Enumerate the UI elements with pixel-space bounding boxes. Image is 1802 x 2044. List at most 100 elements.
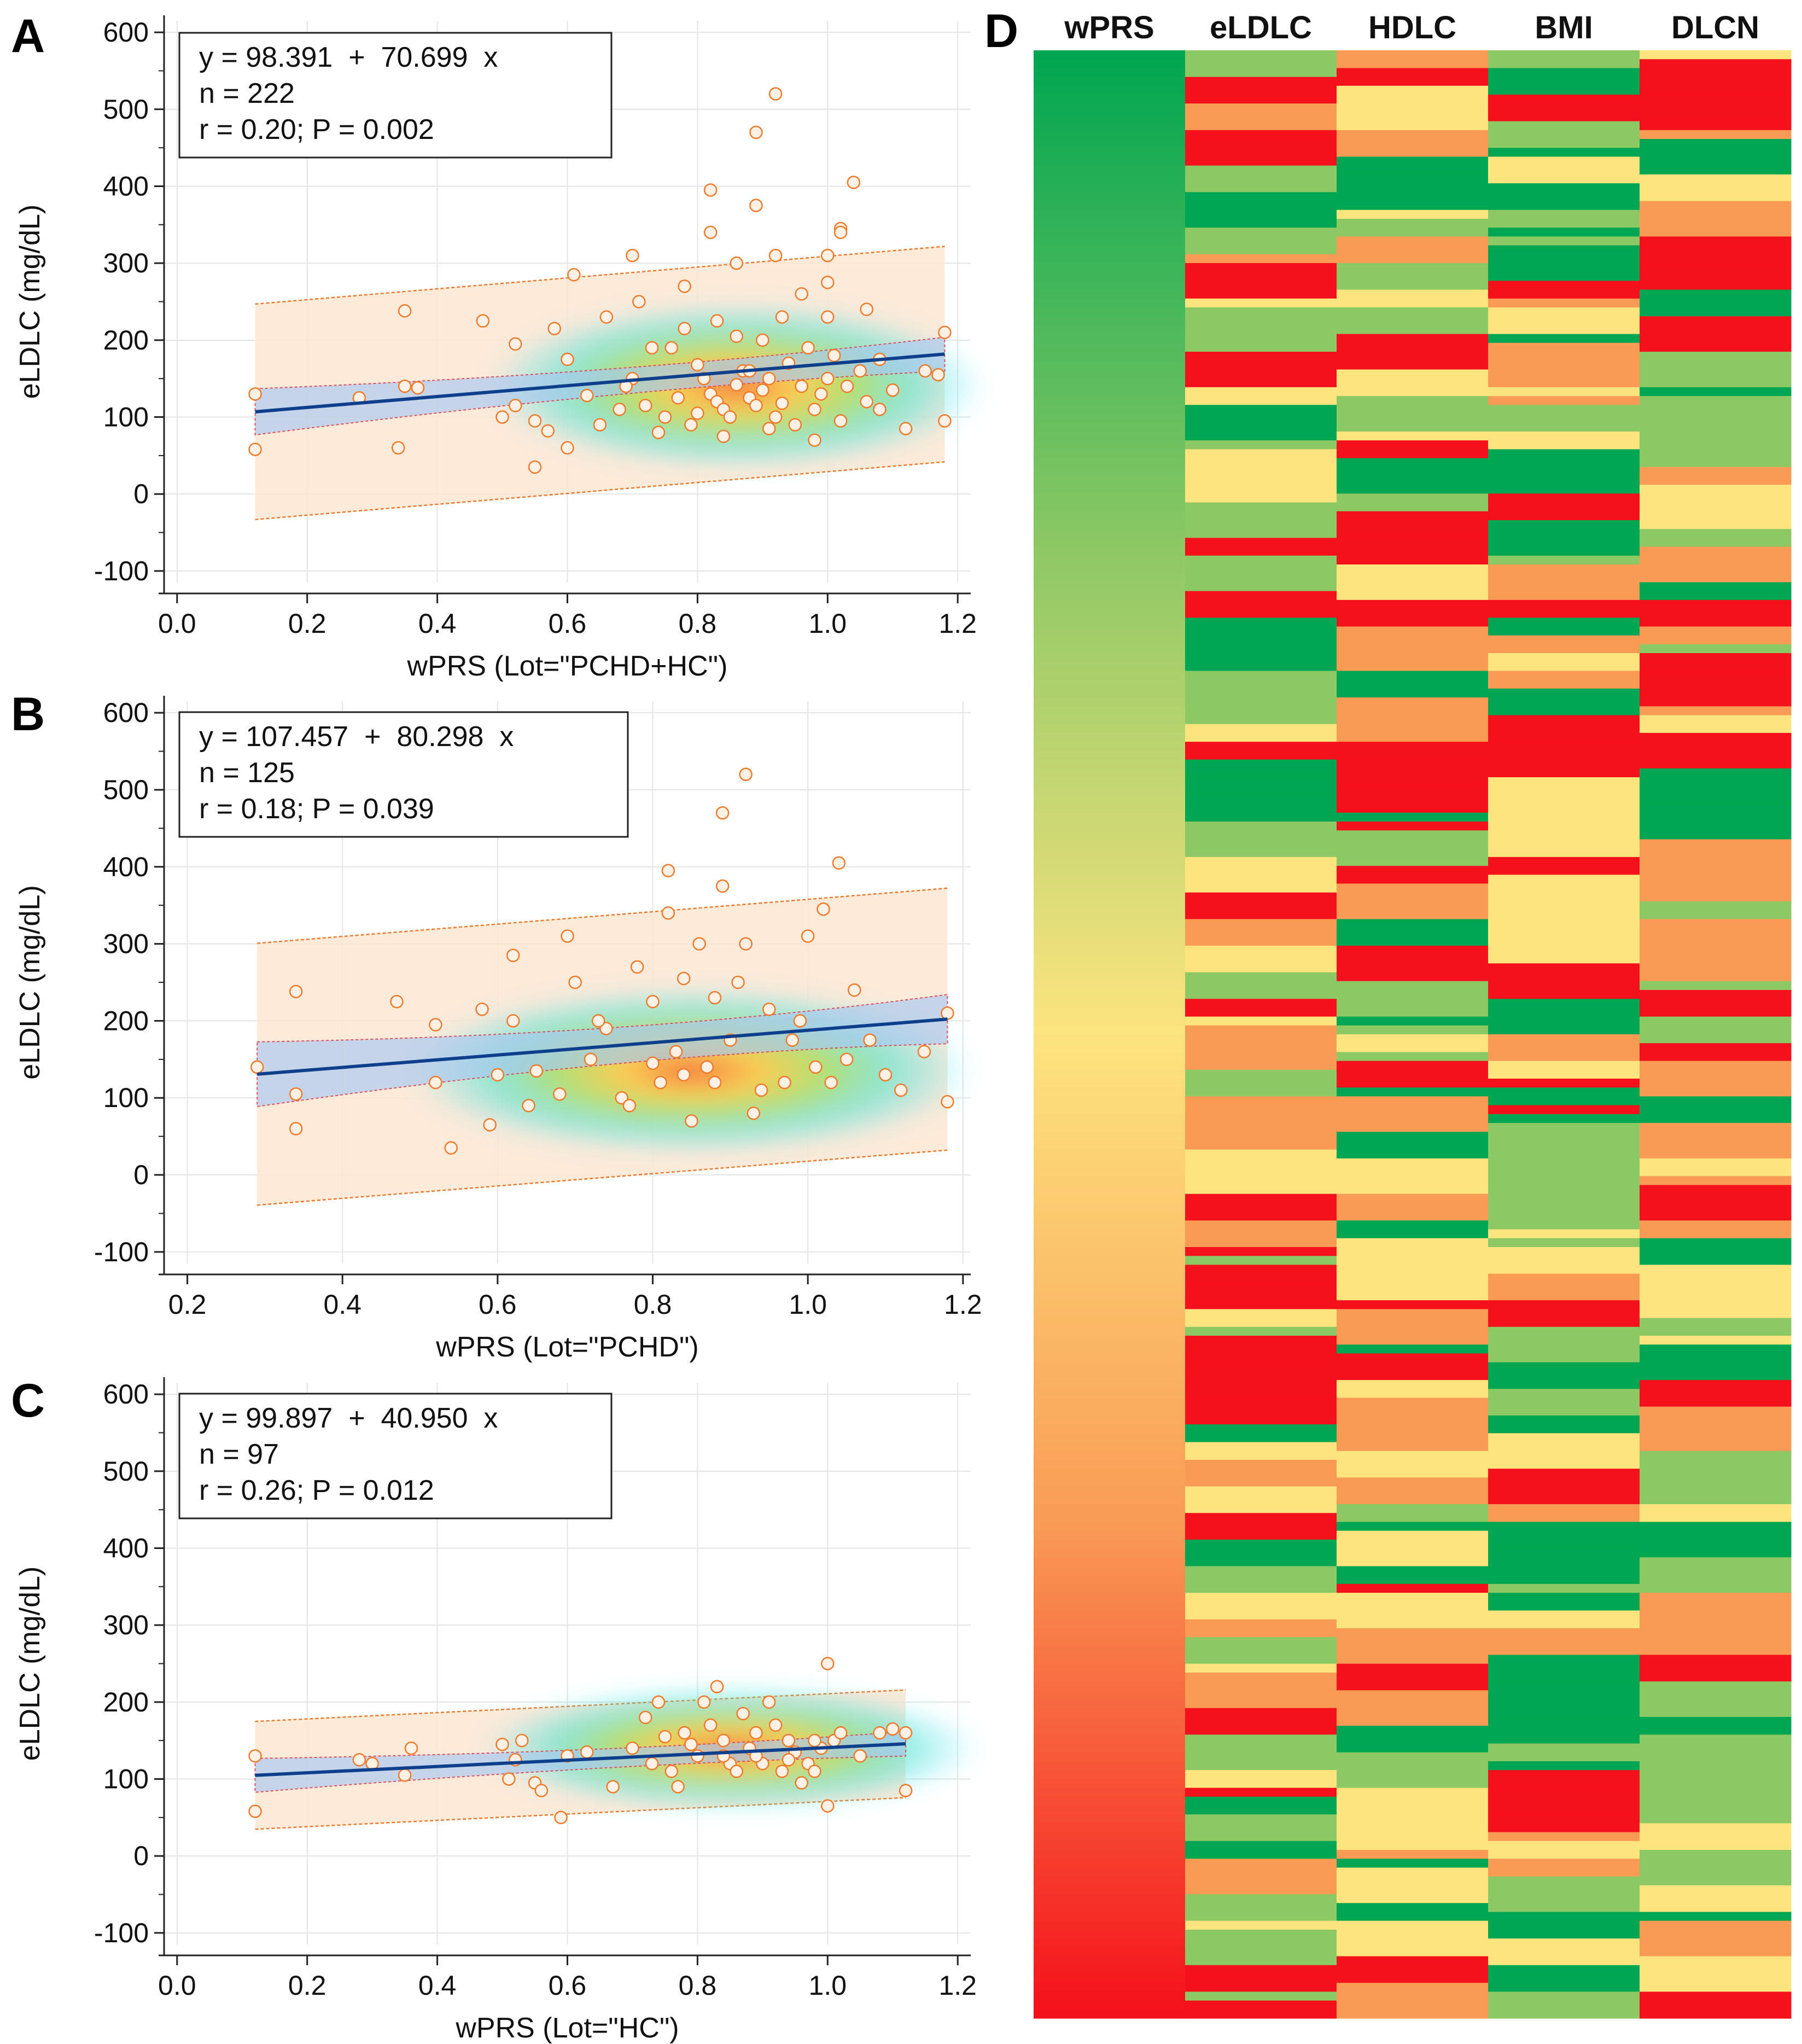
heatmap-cell (1034, 1894, 1186, 1903)
x-tick-label: 0.4 (418, 1970, 457, 2001)
data-point (580, 1745, 594, 1759)
x-tick-label: 1.0 (809, 608, 847, 639)
heatmap-cell (1488, 777, 1640, 796)
heatmap-cell (1034, 263, 1186, 272)
heatmap-cell (1640, 981, 1792, 991)
heatmap-cell (1488, 493, 1640, 521)
data-point (661, 864, 675, 878)
stats-line: n = 222 (199, 78, 295, 109)
heatmap-cell (1034, 1344, 1186, 1354)
heatmap-cell (1488, 209, 1640, 228)
heatmap-cell (1337, 493, 1489, 512)
heatmap-cell (1185, 1973, 1337, 1992)
data-point (899, 1726, 913, 1740)
data-point (730, 329, 744, 343)
heatmap-cell (1337, 1238, 1489, 1265)
heatmap-cell (1034, 591, 1186, 601)
heatmap-cell (1185, 1920, 1337, 1930)
data-point (801, 341, 815, 355)
data-point (528, 414, 542, 428)
heatmap-cell (1185, 254, 1337, 264)
heatmap-cell (1185, 1566, 1337, 1593)
heatmap-cell (1034, 1309, 1186, 1319)
heatmap-cell (1034, 475, 1186, 485)
data-point (708, 1075, 722, 1090)
data-point (646, 994, 660, 1009)
heatmap-cell (1034, 1690, 1186, 1700)
heatmap-cell (1034, 236, 1186, 246)
heatmap-cell (1034, 830, 1186, 840)
heatmap-cell (1034, 298, 1186, 308)
y-tick-label: 500 (103, 94, 149, 125)
heatmap-cell (1337, 1814, 1489, 1850)
heatmap-cell (1488, 822, 1640, 858)
y-tick-label: 100 (103, 402, 149, 433)
data-point (736, 1707, 750, 1721)
heatmap-cell (1337, 369, 1489, 397)
heatmap-cell (1337, 156, 1489, 175)
heatmap-cell (1185, 1796, 1337, 1815)
heatmap-cell (1034, 1043, 1186, 1053)
data-point (289, 1087, 303, 1101)
data-point (814, 387, 828, 401)
heatmap-cell (1337, 1690, 1489, 1726)
heatmap-cell (1488, 1158, 1640, 1195)
data-point (716, 1733, 731, 1748)
heatmap-cell (1034, 174, 1186, 184)
heatmap-cell (1034, 750, 1186, 760)
data-point (839, 1052, 854, 1067)
heatmap-cell (1640, 989, 1792, 1017)
heatmap-cell (1034, 1557, 1186, 1567)
heatmap-cell (1185, 1061, 1337, 1070)
heatmap-cell (1185, 1459, 1337, 1487)
data-point (730, 256, 744, 270)
heatmap-cell (1337, 1220, 1489, 1239)
heatmap-cell (1337, 1850, 1489, 1859)
data-point (749, 125, 763, 139)
data-point (658, 1729, 672, 1744)
x-axis-title: wPRS (Lot="HC") (455, 2012, 679, 2044)
heatmap-cell (1034, 467, 1186, 476)
stats-box (178, 32, 613, 159)
data-point (749, 399, 763, 412)
heatmap-cell (1488, 1433, 1640, 1469)
y-tick-label: 100 (103, 1082, 149, 1113)
heatmap-cell (1337, 1787, 1489, 1815)
scatter-panel-a: -100 0 100 200 300 400 500 600 0.0 0.2 0.4 0.6 0.8 1.… (11, 10, 987, 682)
heatmap-cell (1034, 1185, 1186, 1195)
heatmap-cell (1488, 1326, 1640, 1363)
heatmap-cell (1488, 520, 1640, 556)
heatmap-cell (1488, 999, 1640, 1035)
heatmap-cell (1640, 1522, 1792, 1558)
panel-label: C (11, 1375, 45, 1427)
heatmap-cell (1640, 919, 1792, 955)
heatmap-cell (1640, 1238, 1792, 1265)
heatmap-cell (1185, 1655, 1337, 1664)
heatmap-cell (1488, 1087, 1640, 1106)
stats-box (178, 1393, 613, 1519)
confidence-band (254, 336, 946, 436)
prediction-upper-line (257, 887, 948, 944)
heatmap-cell (1488, 1965, 1640, 1992)
heatmap-cell (1488, 1300, 1640, 1327)
heatmap-cell (1034, 599, 1186, 609)
heatmap-cell (1488, 307, 1640, 335)
y-tick-label: 500 (103, 1456, 149, 1487)
heatmap-cell (1034, 139, 1186, 148)
heatmap-cell (1337, 50, 1489, 69)
heatmap-cell (1337, 812, 1489, 822)
heatmap-cell (1640, 1823, 1792, 1850)
heatmap-cell (1640, 1920, 1792, 1957)
data-point (522, 1099, 535, 1113)
heatmap-cell (1488, 156, 1640, 184)
heatmap-cell (1488, 1876, 1640, 1913)
heatmap-cell (1034, 653, 1186, 662)
data-point (827, 348, 841, 363)
heatmap-cell (1640, 1318, 1792, 1336)
heatmap-cell (1034, 112, 1186, 122)
y-tick-label: 100 (103, 1764, 149, 1795)
x-tick-label: 0.0 (158, 608, 196, 639)
heatmap-cell (1640, 1336, 1792, 1345)
heatmap-cell (1337, 919, 1489, 946)
heatmap-cell (1488, 671, 1640, 689)
